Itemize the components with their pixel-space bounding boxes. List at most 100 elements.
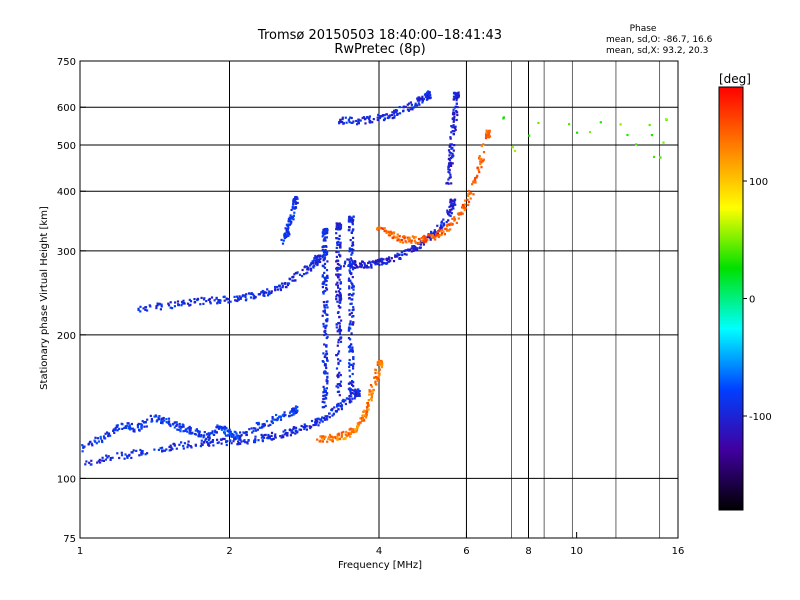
data-point	[279, 287, 282, 290]
data-point	[410, 103, 413, 106]
data-point	[351, 241, 355, 244]
data-point	[146, 309, 149, 312]
data-point	[276, 417, 279, 420]
data-point	[270, 434, 273, 437]
data-point	[349, 338, 352, 341]
data-point	[237, 440, 240, 443]
data-point	[198, 432, 201, 435]
data-point	[283, 433, 286, 436]
data-point	[348, 433, 351, 436]
data-point	[324, 390, 327, 394]
data-point	[245, 293, 248, 296]
data-point	[255, 422, 258, 425]
y-tick-label: 300	[57, 247, 76, 258]
data-point	[141, 420, 144, 423]
data-point	[401, 241, 405, 244]
data-point	[263, 434, 266, 437]
data-point	[350, 216, 353, 219]
data-point	[149, 305, 152, 308]
data-point	[158, 302, 161, 305]
data-point	[178, 422, 181, 426]
data-point	[287, 226, 290, 229]
data-point	[325, 303, 328, 307]
data-point	[312, 424, 315, 427]
data-point	[306, 271, 309, 274]
data-point	[82, 445, 85, 448]
data-point	[195, 428, 198, 431]
data-point	[250, 427, 253, 430]
data-point	[352, 362, 355, 365]
data-point	[466, 198, 469, 201]
data-point	[403, 237, 406, 240]
data-point	[352, 288, 355, 291]
data-point	[323, 355, 326, 359]
phase-o-stats: mean, sd,O: -86.7, 16.6	[606, 35, 713, 45]
data-point	[194, 429, 197, 432]
data-point	[326, 335, 329, 339]
data-point	[230, 442, 233, 445]
data-point	[336, 269, 339, 272]
data-point	[203, 441, 206, 444]
data-point	[319, 257, 322, 261]
data-point	[410, 239, 413, 242]
data-point	[377, 361, 380, 364]
data-point	[276, 288, 279, 291]
data-point	[190, 446, 193, 449]
data-point	[486, 135, 489, 138]
data-point	[257, 439, 260, 442]
data-point	[447, 149, 451, 152]
data-point	[459, 213, 462, 216]
data-point	[132, 449, 135, 452]
colorbar: 100 0 -100	[718, 86, 772, 511]
data-point	[376, 363, 379, 366]
data-point	[383, 114, 386, 117]
data-point	[337, 322, 340, 325]
data-point	[421, 101, 424, 104]
data-point	[398, 253, 401, 256]
data-point	[380, 263, 383, 266]
data-point	[116, 429, 119, 432]
data-point	[338, 306, 341, 309]
data-point	[280, 238, 283, 241]
data-point	[373, 376, 376, 379]
data-point	[322, 352, 325, 355]
data-point	[370, 263, 373, 266]
data-point	[347, 327, 351, 330]
data-point	[207, 432, 210, 435]
data-point	[325, 252, 329, 256]
data-point	[217, 300, 220, 303]
y-axis-label: Stationary phase Virtual Height [km]	[39, 206, 50, 390]
data-point	[452, 98, 455, 101]
data-point	[337, 350, 341, 353]
data-point	[288, 414, 291, 418]
data-point	[422, 243, 425, 246]
data-point	[322, 417, 325, 420]
data-point	[424, 236, 427, 240]
data-point	[142, 421, 146, 424]
data-point	[436, 224, 439, 227]
data-point	[254, 427, 257, 430]
data-point	[365, 414, 368, 417]
data-point	[370, 396, 373, 399]
data-point	[502, 117, 505, 120]
data-point	[568, 123, 571, 126]
data-point	[460, 211, 463, 214]
data-point	[326, 260, 329, 263]
data-point	[216, 438, 219, 441]
data-point	[486, 131, 489, 134]
data-point	[91, 444, 94, 447]
data-point	[371, 260, 374, 264]
data-point	[347, 397, 350, 400]
data-point	[81, 450, 84, 453]
data-point	[324, 404, 327, 407]
data-point	[359, 417, 362, 420]
data-point	[186, 430, 189, 433]
data-point	[349, 431, 352, 434]
data-point	[323, 394, 326, 397]
data-point	[336, 374, 339, 377]
data-point	[267, 424, 270, 427]
data-point	[324, 249, 327, 253]
data-point	[335, 298, 338, 301]
data-point	[339, 292, 342, 295]
data-point	[635, 143, 638, 146]
